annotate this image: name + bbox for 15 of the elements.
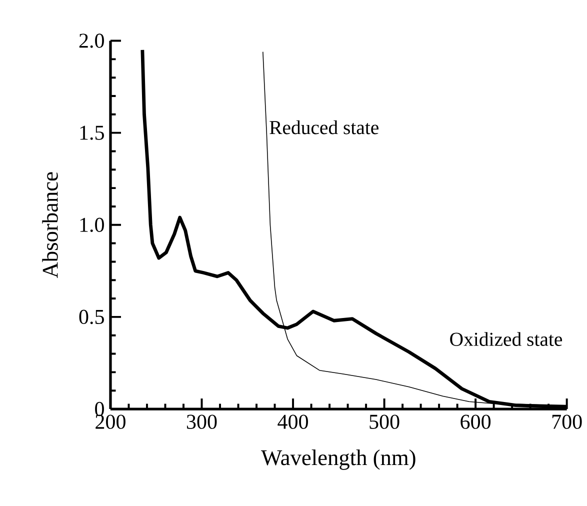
x-tick-label: 300 <box>186 414 217 429</box>
y-tick-label: 1.5 <box>80 126 104 140</box>
x-tick-label: 700 <box>552 414 582 429</box>
series-label: Reduced state <box>270 120 378 134</box>
x-axis-title: Wavelength (nm) <box>261 449 416 470</box>
series-label: Oxidized state <box>450 332 562 346</box>
y-tick-label: 0 <box>95 402 104 416</box>
y-axis-title: Absorbance <box>42 172 58 278</box>
x-tick-label: 200 <box>96 414 126 429</box>
y-tick-label: 1.0 <box>80 218 104 232</box>
y-tick-label: 2.0 <box>79 33 104 48</box>
x-tick-label: 600 <box>460 414 491 429</box>
x-tick-label: 400 <box>278 414 308 429</box>
x-tick-label: 500 <box>370 414 400 429</box>
y-tick-label: 0.5 <box>79 310 104 324</box>
